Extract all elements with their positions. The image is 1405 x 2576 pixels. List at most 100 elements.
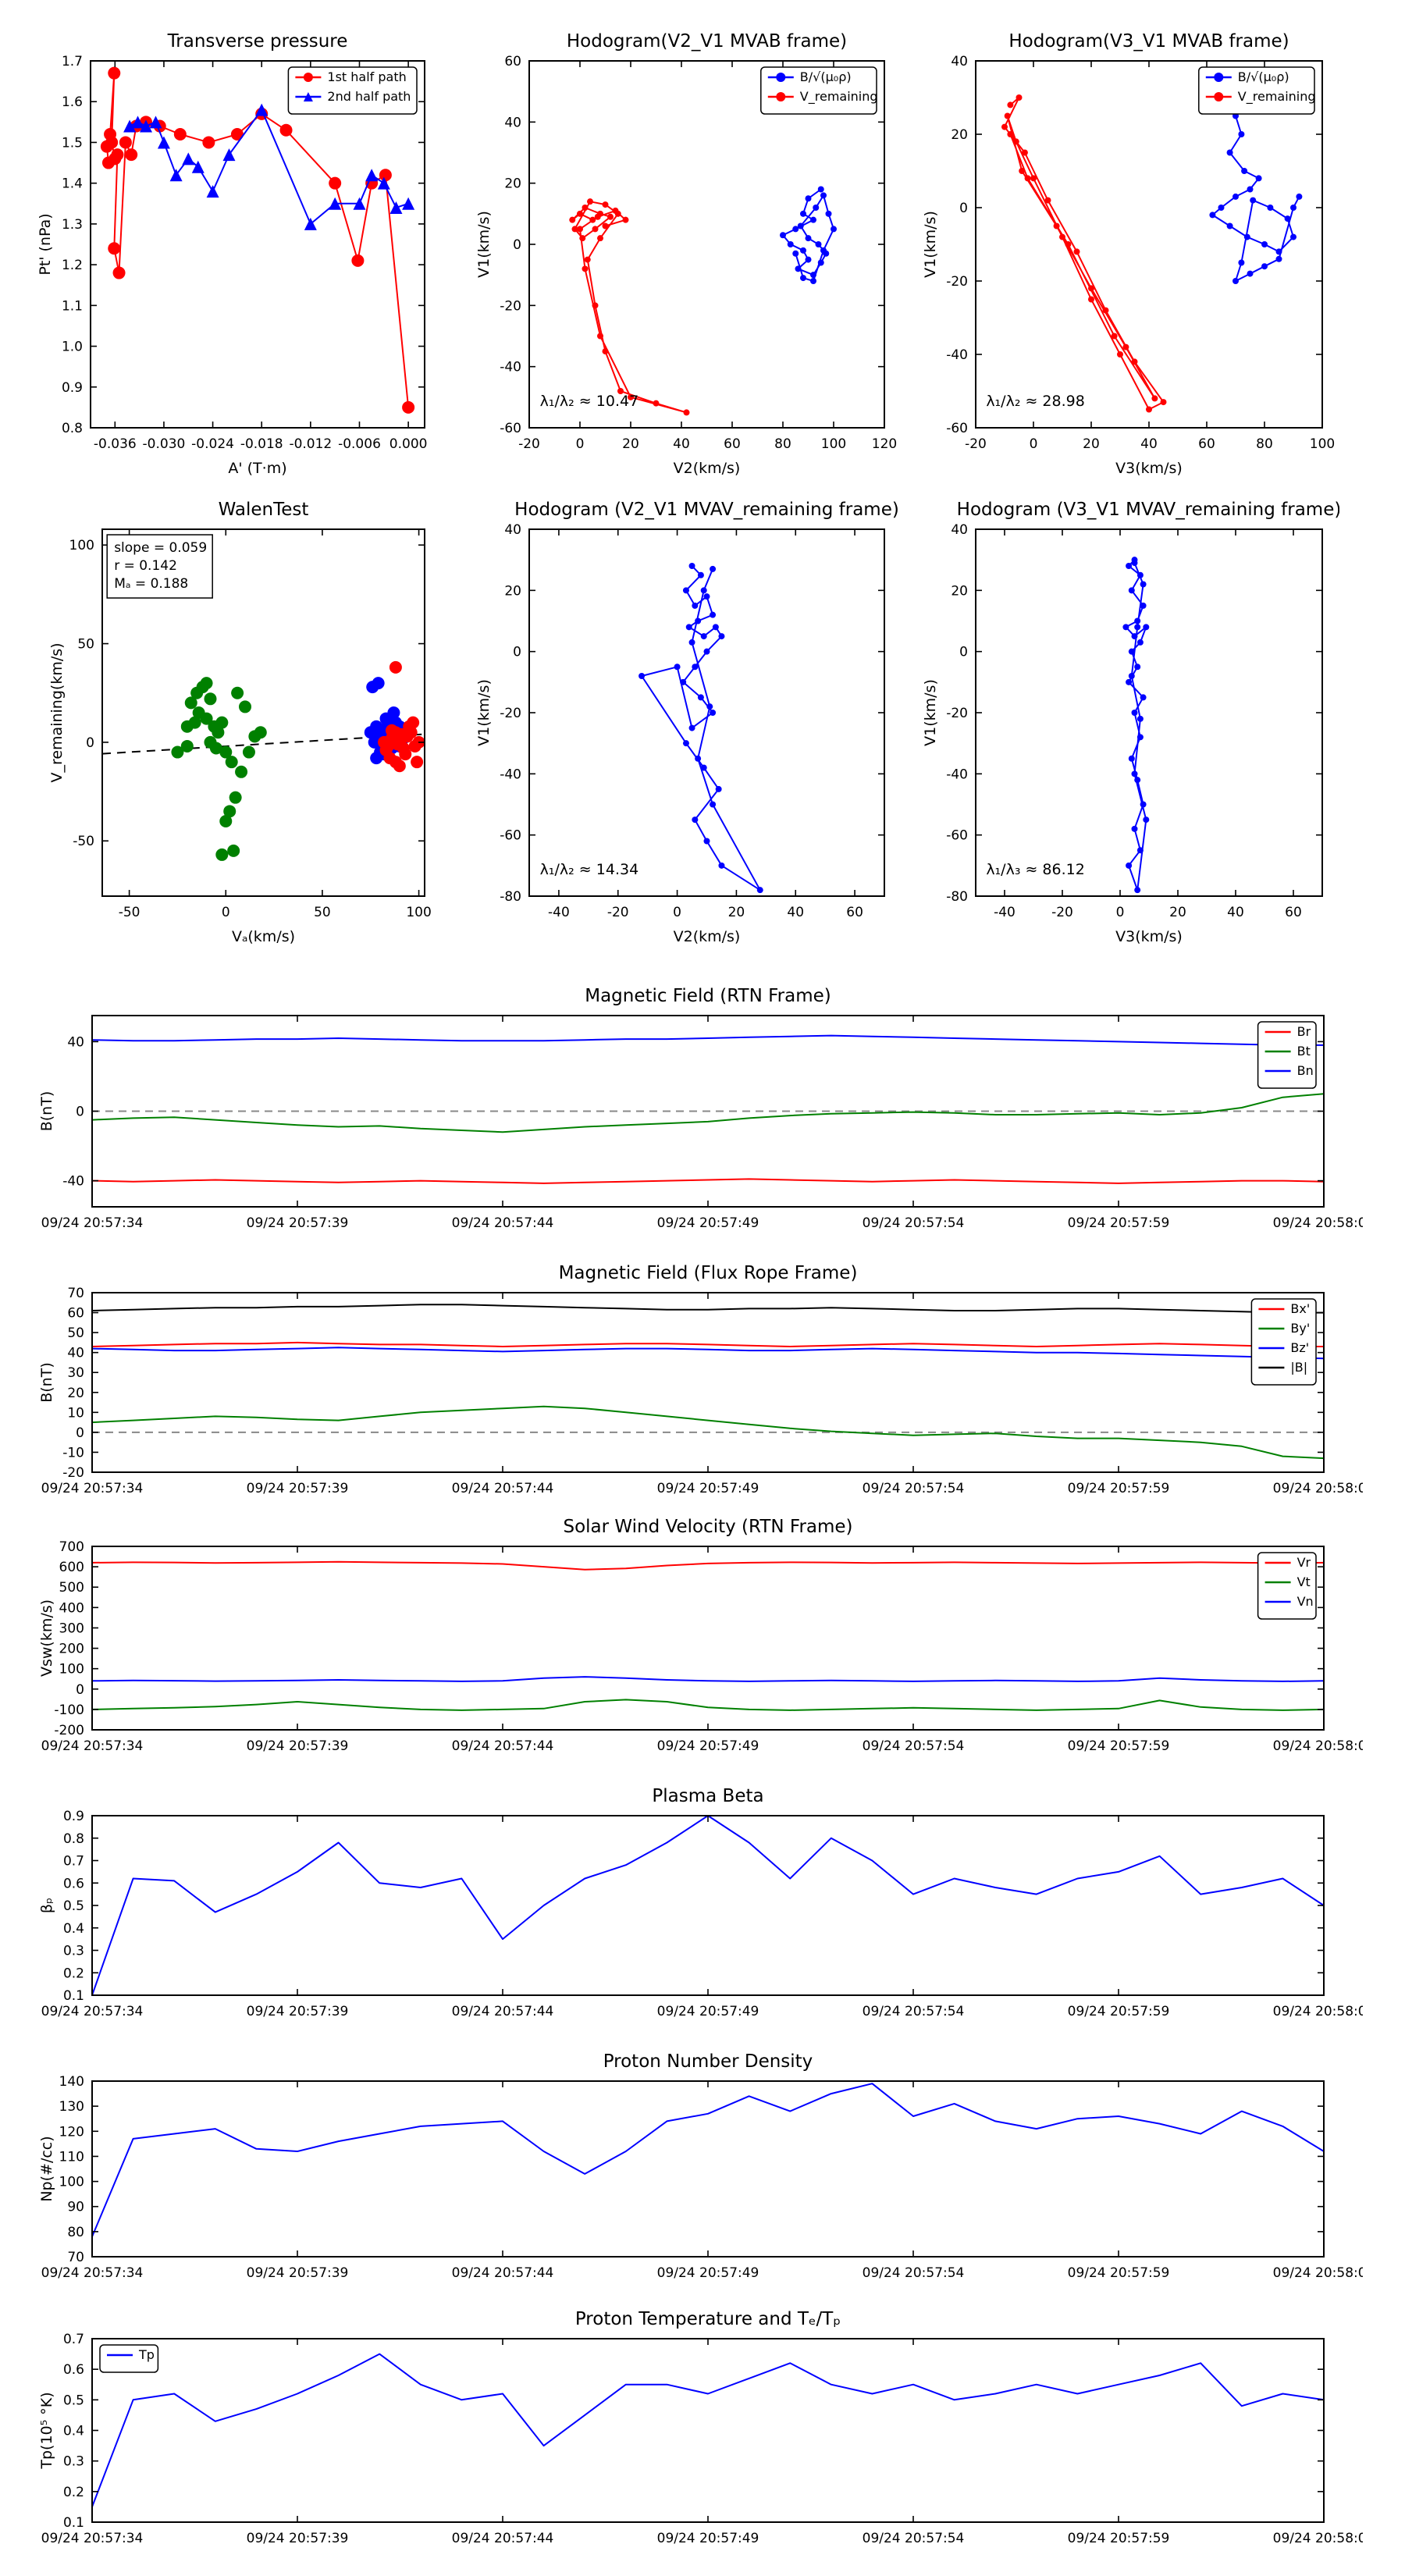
svg-text:09/24 20:57:49: 09/24 20:57:49	[657, 1481, 759, 1496]
svg-text:30: 30	[67, 1365, 84, 1381]
svg-text:09/24 20:58:04: 09/24 20:58:04	[1273, 1738, 1363, 1754]
svg-text:1st half path: 1st half path	[327, 69, 406, 84]
svg-text:09/24 20:57:59: 09/24 20:57:59	[1068, 2265, 1170, 2281]
svg-text:0.9: 0.9	[63, 1809, 84, 1824]
svg-text:-20: -20	[946, 274, 968, 290]
svg-text:-20: -20	[500, 706, 521, 721]
svg-text:-0.030: -0.030	[143, 436, 186, 452]
svg-text:09/24 20:58:04: 09/24 20:58:04	[1273, 1215, 1363, 1231]
svg-text:-50: -50	[119, 905, 140, 920]
svg-text:09/24 20:57:44: 09/24 20:57:44	[452, 2265, 554, 2281]
svg-text:140: 140	[59, 2074, 84, 2090]
svg-text:110: 110	[59, 2149, 84, 2165]
svg-text:09/24 20:57:54: 09/24 20:57:54	[863, 2004, 965, 2019]
svg-text:Vt: Vt	[1297, 1574, 1311, 1589]
svg-text:1.0: 1.0	[62, 340, 83, 355]
svg-text:20: 20	[504, 176, 521, 192]
svg-text:50: 50	[67, 1325, 84, 1341]
svg-text:-80: -80	[500, 889, 521, 905]
svg-text:B(nT): B(nT)	[38, 1091, 55, 1132]
proton-density-chart: 09/24 20:57:34 09/24 20:57:39 09/24 20:57:…	[23, 2037, 1363, 2291]
svg-text:0: 0	[959, 201, 968, 216]
svg-text:09/24 20:57:49: 09/24 20:57:49	[657, 2004, 759, 2019]
svg-text:0.2: 0.2	[63, 1966, 84, 1981]
svg-text:20: 20	[67, 1386, 84, 1401]
svg-text:300: 300	[59, 1621, 84, 1636]
svg-text:-40: -40	[500, 360, 521, 375]
svg-text:09/24 20:57:44: 09/24 20:57:44	[452, 2004, 554, 2019]
svg-text:09/24 20:57:34: 09/24 20:57:34	[41, 2265, 144, 2281]
svg-text:09/24 20:58:04: 09/24 20:58:04	[1273, 2265, 1363, 2281]
svg-text:Hodogram (V3_V1 MVAV_remaining: Hodogram (V3_V1 MVAV_remaining frame)	[957, 500, 1339, 520]
svg-text:09/24 20:57:34: 09/24 20:57:34	[41, 2531, 144, 2546]
svg-text:40: 40	[1227, 905, 1244, 920]
svg-text:λ₁/λ₂ ≈ 28.98: λ₁/λ₂ ≈ 28.98	[986, 393, 1085, 410]
svg-text:V3(km/s): V3(km/s)	[1115, 928, 1183, 945]
svg-text:09/24 20:58:04: 09/24 20:58:04	[1273, 2004, 1363, 2019]
svg-text:-100: -100	[54, 1703, 84, 1718]
svg-text:100: 100	[59, 2175, 84, 2190]
svg-text:60: 60	[1285, 905, 1302, 920]
svg-text:Solar Wind Velocity (RTN Frame: Solar Wind Velocity (RTN Frame)	[563, 1517, 852, 1537]
svg-text:V_remaining: V_remaining	[1238, 89, 1316, 105]
hodogram-v2v1-mvav-chart: -40 -20 0 20 40 60 -80 -60 -40 -20 0 20 40 Hodogram (…	[468, 492, 902, 952]
svg-text:-0.006: -0.006	[338, 436, 381, 452]
svg-text:09/24 20:57:44: 09/24 20:57:44	[452, 1215, 554, 1231]
walen-test-chart: -50 0 50 100 -50 0 50 100 WalenTest Vₐ(km/s) V_rem…	[43, 492, 442, 952]
svg-text:09/24 20:57:59: 09/24 20:57:59	[1068, 1215, 1170, 1231]
svg-text:09/24 20:57:54: 09/24 20:57:54	[863, 1481, 965, 1496]
svg-text:09/24 20:57:49: 09/24 20:57:49	[657, 2531, 759, 2546]
svg-text:09/24 20:58:04: 09/24 20:58:04	[1273, 2531, 1363, 2546]
svg-text:80: 80	[774, 436, 791, 452]
svg-text:-60: -60	[500, 828, 521, 844]
svg-text:-40: -40	[946, 767, 968, 782]
svg-text:Bt: Bt	[1297, 1044, 1311, 1059]
svg-text:Vₐ(km/s): Vₐ(km/s)	[232, 928, 295, 945]
hodogram-v3v1-mvab-chart: -20 0 20 40 60 80 100 -60 -40 -20 0 20 40 Hodogram(V3…	[915, 23, 1339, 484]
magnetic-field-flux-rope-chart: 09/24 20:57:34 09/24 20:57:39 09/24 20:57:…	[23, 1249, 1363, 1507]
svg-text:60: 60	[67, 1306, 84, 1322]
svg-text:09/24 20:57:59: 09/24 20:57:59	[1068, 1481, 1170, 1496]
transverse-pressure-chart: -0.036 -0.030 -0.024 -0.018 -0.012 -0.006 0.00…	[31, 23, 439, 484]
svg-text:1.7: 1.7	[62, 54, 83, 69]
svg-text:09/24 20:57:54: 09/24 20:57:54	[863, 2531, 965, 2546]
svg-text:-40: -40	[946, 347, 968, 363]
svg-text:r = 0.142: r = 0.142	[114, 558, 177, 574]
svg-text:B(nT): B(nT)	[38, 1362, 55, 1403]
svg-text:-20: -20	[500, 298, 521, 314]
svg-text:By': By'	[1290, 1321, 1310, 1336]
svg-text:40: 40	[504, 115, 521, 130]
svg-text:0.9: 0.9	[62, 380, 83, 396]
plasma-beta-chart: 09/24 20:57:34 09/24 20:57:39 09/24 20:57:…	[23, 1772, 1363, 2030]
svg-text:600: 600	[59, 1560, 84, 1575]
svg-text:-50: -50	[73, 834, 94, 849]
svg-text:0.1: 0.1	[63, 1988, 84, 2004]
svg-text:Hodogram(V3_V1 MVAB frame): Hodogram(V3_V1 MVAB frame)	[1008, 31, 1289, 52]
svg-text:Tp(10⁵ °K): Tp(10⁵ °K)	[38, 2392, 55, 2469]
svg-text:Mₐ = 0.188: Mₐ = 0.188	[114, 576, 188, 592]
svg-text:V3(km/s): V3(km/s)	[1115, 460, 1183, 477]
svg-text:Np(#/cc): Np(#/cc)	[38, 2136, 55, 2201]
svg-text:20: 20	[951, 127, 968, 143]
svg-text:100: 100	[59, 1662, 84, 1678]
svg-text:09/24 20:57:59: 09/24 20:57:59	[1068, 2531, 1170, 2546]
svg-text:-40: -40	[62, 1174, 84, 1190]
svg-text:09/24 20:57:54: 09/24 20:57:54	[863, 1738, 965, 1754]
svg-text:20: 20	[1083, 436, 1100, 452]
svg-text:0.3: 0.3	[63, 1944, 84, 1959]
svg-text:-40: -40	[500, 767, 521, 782]
svg-text:0.6: 0.6	[63, 2362, 84, 2378]
svg-text:1.5: 1.5	[62, 135, 83, 151]
svg-text:0.000: 0.000	[389, 436, 428, 452]
svg-text:Bx': Bx'	[1290, 1301, 1310, 1316]
svg-text:09/24 20:57:34: 09/24 20:57:34	[41, 1738, 144, 1754]
svg-text:80: 80	[67, 2225, 84, 2240]
svg-text:-0.024: -0.024	[191, 436, 234, 452]
svg-text:09/24 20:57:54: 09/24 20:57:54	[863, 1215, 965, 1231]
svg-text:-60: -60	[946, 421, 968, 436]
svg-text:60: 60	[504, 54, 521, 69]
svg-text:20: 20	[728, 905, 745, 920]
svg-text:Vn: Vn	[1297, 1594, 1314, 1609]
svg-text:WalenTest: WalenTest	[219, 500, 309, 520]
